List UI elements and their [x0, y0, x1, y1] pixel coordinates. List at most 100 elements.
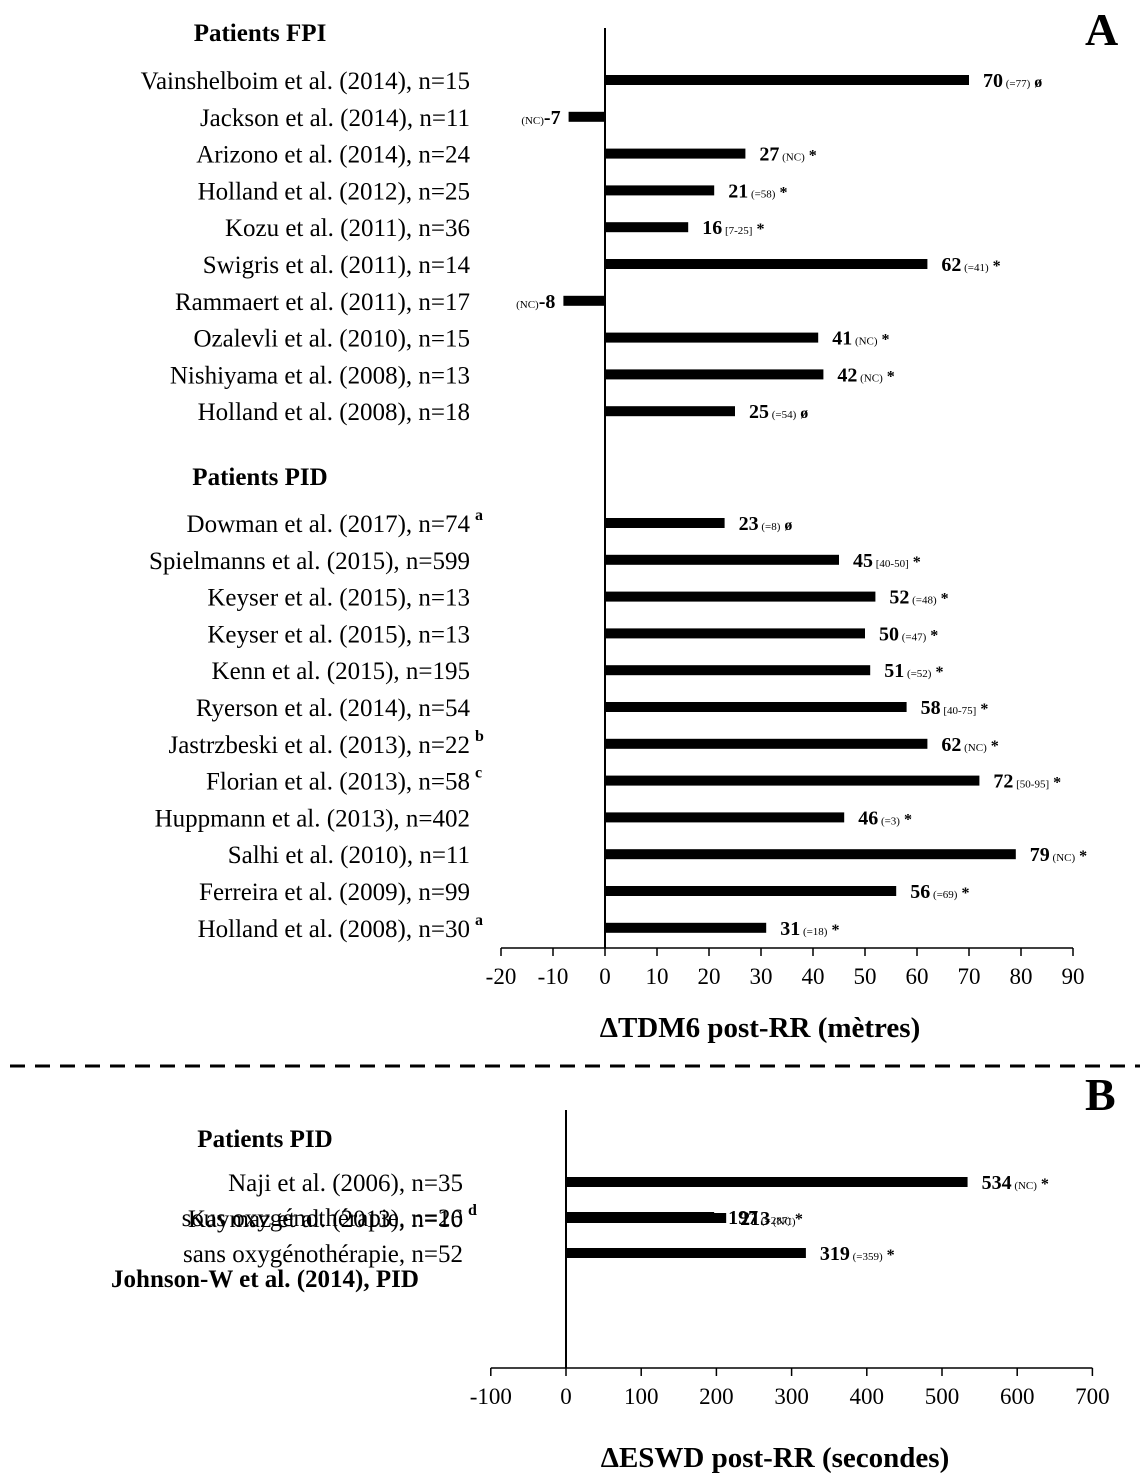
- x-axis-title: ΔTDM6 post-RR (mètres): [600, 1012, 920, 1044]
- bar: [605, 702, 907, 712]
- value-annotation: 16 [7-25] *: [702, 217, 764, 239]
- value-annotation: 319 (=359) *: [820, 1243, 895, 1265]
- footnote-marker: d: [468, 1202, 477, 1219]
- x-tick-label: 500: [925, 1384, 960, 1409]
- study-label: Vainshelboim et al. (2014), n=15: [141, 68, 470, 95]
- study-label: Salhi et al. (2010), n=11: [228, 842, 470, 869]
- bar: [605, 665, 871, 676]
- panel-a-chart: A Patients FPI Vainshelboim et al. (2014),…: [141, 4, 1119, 1044]
- study-label: Keyser et al. (2015), n=13: [207, 585, 470, 612]
- x-tick-label: 10: [646, 964, 669, 989]
- bar: [568, 111, 605, 122]
- study-label: Jackson et al. (2014), n=11: [200, 105, 470, 132]
- footnote-marker: b: [475, 728, 484, 745]
- study-label: Naji et al. (2006), n=35: [228, 1170, 463, 1197]
- bar: [605, 259, 928, 269]
- value-annotation: 213 (NC): [740, 1208, 796, 1230]
- x-tick-label: 0: [599, 964, 611, 989]
- value-annotation: 41 (NC) *: [832, 328, 889, 350]
- bar: [605, 406, 735, 417]
- value-annotation: 70 (=77) ø: [983, 70, 1042, 92]
- footnote-marker: c: [475, 765, 482, 782]
- x-tick-label: 60: [906, 964, 929, 989]
- study-label: Ryerson et al. (2014), n=54: [196, 695, 471, 722]
- panel-b-chart: B Patients PID Naji et al. (2006), n=35 534…: [111, 1069, 1116, 1474]
- x-tick-label: 50: [854, 964, 877, 989]
- value-annotation: 56 (=69) *: [910, 881, 969, 903]
- study-label: Holland et al. (2012), n=25: [198, 178, 470, 205]
- value-annotation: 79 (NC) *: [1030, 844, 1087, 866]
- bar: [605, 222, 689, 233]
- x-tick-label: 300: [774, 1384, 809, 1409]
- study-label: Keyser et al. (2015), n=13: [207, 621, 470, 648]
- study-label: Swigris et al. (2011), n=14: [203, 252, 471, 279]
- value-annotation: 50 (=47) *: [879, 623, 938, 645]
- bar: [563, 295, 605, 306]
- study-label: Holland et al. (2008), n=30: [198, 916, 470, 943]
- value-annotation: 42 (NC) *: [837, 364, 894, 386]
- bar: [605, 518, 725, 528]
- bar: [605, 554, 839, 565]
- x-tick-label: 90: [1062, 964, 1085, 989]
- study-label: Spielmanns et al. (2015), n=599: [149, 548, 470, 575]
- value-annotation: 27 (NC) *: [759, 144, 816, 166]
- x-tick-label: -20: [486, 964, 517, 989]
- bar: [566, 1248, 806, 1258]
- value-annotation: 21 (=58) *: [728, 180, 787, 202]
- bar: [605, 332, 819, 343]
- value-annotation: 72 [50-95] *: [993, 771, 1061, 793]
- group-title: Patients FPI: [194, 20, 327, 47]
- value-annotation: (NC)-8: [516, 291, 555, 313]
- bar: [566, 1177, 968, 1187]
- x-tick-label: 80: [1010, 964, 1033, 989]
- value-annotation: 534 (NC) *: [982, 1172, 1049, 1194]
- value-annotation: 58 [40-75] *: [921, 697, 989, 719]
- panel-label: B: [1085, 1069, 1116, 1120]
- x-tick-label: 20: [698, 964, 721, 989]
- study-label: Arizono et al. (2014), n=24: [196, 142, 470, 169]
- study-label: Holland et al. (2008), n=18: [198, 399, 470, 426]
- panel-label: A: [1085, 4, 1118, 55]
- bar: [605, 628, 865, 639]
- x-tick-label: 600: [1000, 1384, 1035, 1409]
- footnote-marker: a: [475, 912, 483, 929]
- study-label: Kenn et al. (2015), n=195: [212, 658, 470, 685]
- value-annotation: (NC)-7: [521, 107, 560, 129]
- study-label: Nishiyama et al. (2008), n=13: [170, 362, 470, 389]
- study-label: Huppmann et al. (2013), n=402: [155, 805, 470, 832]
- study-label: Ozalevli et al. (2010), n=15: [193, 326, 470, 353]
- x-tick-label: 100: [624, 1384, 659, 1409]
- study-label: Rammaert et al. (2011), n=17: [175, 289, 470, 316]
- bar: [605, 775, 980, 786]
- x-tick-label: 0: [560, 1384, 572, 1409]
- bar: [605, 591, 876, 602]
- bar: [605, 75, 969, 85]
- footnote-marker: a: [475, 507, 483, 524]
- value-annotation: 23 (=8) ø: [739, 513, 793, 535]
- bar: [605, 185, 715, 196]
- x-tick-label: -10: [538, 964, 569, 989]
- bar: [605, 369, 824, 380]
- x-tick-label: 40: [802, 964, 825, 989]
- x-tick-label: 30: [750, 964, 773, 989]
- value-annotation: 45 [40-50] *: [853, 550, 921, 572]
- bar: [566, 1212, 715, 1222]
- x-tick-label: -100: [470, 1384, 512, 1409]
- value-annotation: 62 (NC) *: [941, 734, 998, 756]
- value-annotation: 46 (=3) *: [858, 807, 912, 829]
- bar: [605, 886, 897, 896]
- bar: [605, 738, 928, 749]
- study-label: Jastrzbeski et al. (2013), n=22: [168, 732, 470, 759]
- study-label: Kaymaz et al. (2013), n=10: [188, 1206, 463, 1233]
- study-label: sous oxygénothérapie, n=26: [182, 1205, 463, 1232]
- x-tick-label: 400: [850, 1384, 885, 1409]
- x-tick-label: 70: [958, 964, 981, 989]
- bar: [605, 849, 1016, 860]
- x-axis-title: ΔESWD post-RR (secondes): [601, 1442, 949, 1474]
- value-annotation: 197 (=287) *: [728, 1207, 803, 1229]
- value-annotation: 31 (=18) *: [780, 918, 839, 940]
- value-annotation: 52 (=48) *: [889, 587, 948, 609]
- study-label: Dowman et al. (2017), n=74: [187, 511, 471, 538]
- value-annotation: 25 (=54) ø: [749, 401, 808, 423]
